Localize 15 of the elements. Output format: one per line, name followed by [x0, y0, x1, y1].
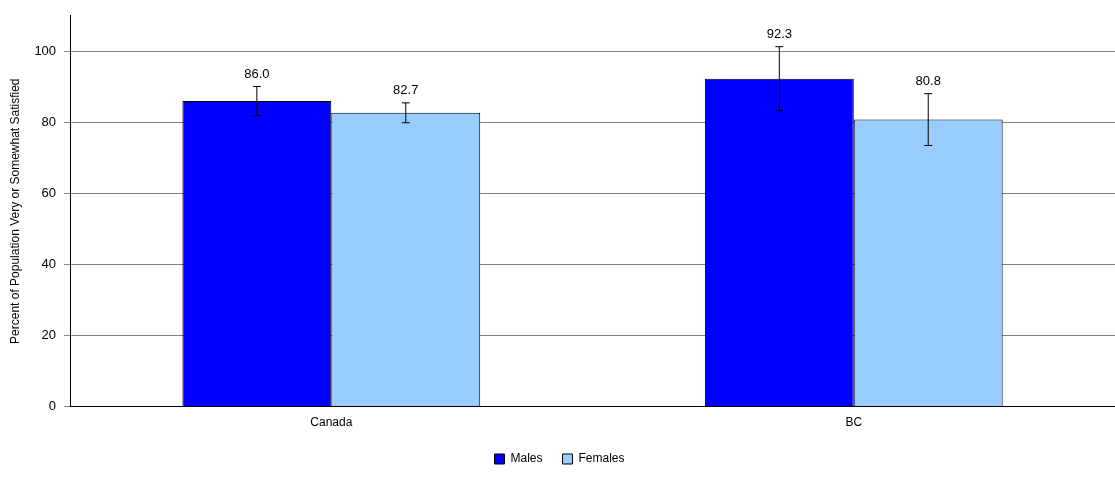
y-tick-label: 100	[34, 42, 57, 58]
legend-label: Males	[510, 451, 543, 466]
x-tick-label: Canada	[310, 415, 353, 430]
y-tick-label: 60	[41, 185, 57, 201]
y-tick-label: 20	[41, 327, 57, 343]
legend-label: Females	[578, 451, 625, 466]
data-label: 82.7	[393, 81, 419, 97]
y-tick-label: 80	[41, 113, 57, 129]
data-label: 86.0	[244, 65, 270, 81]
y-tick-label: 40	[41, 256, 57, 272]
data-label: 92.3	[766, 25, 792, 41]
y-tick-label: 0	[48, 398, 57, 414]
x-tick-label: BC	[845, 415, 863, 430]
y-axis-title: Percent of Population Very or Somewhat Satisfied	[7, 78, 22, 344]
data-label: 80.8	[915, 72, 941, 88]
